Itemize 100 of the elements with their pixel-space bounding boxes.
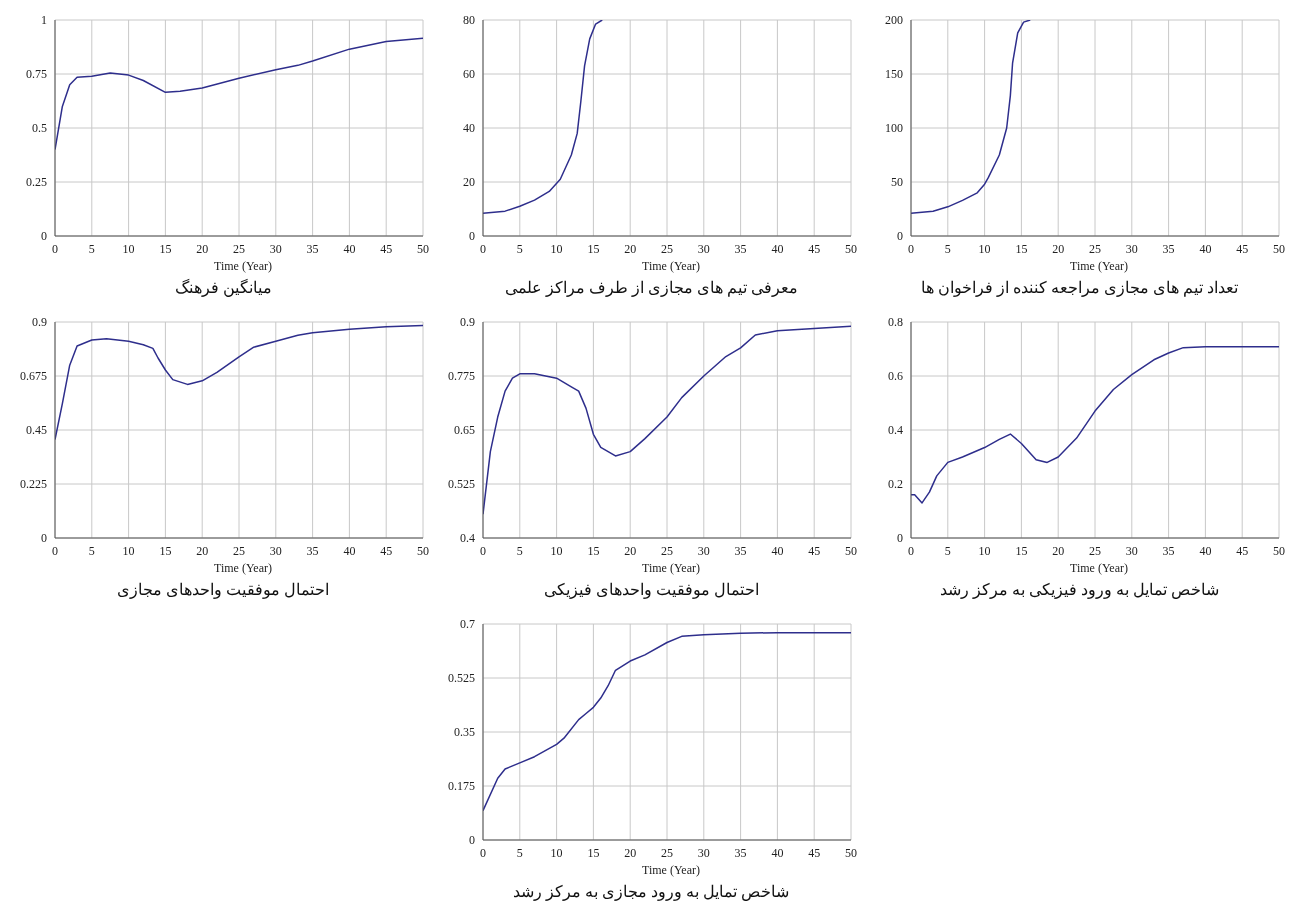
y-tick-label: 0	[41, 531, 47, 546]
y-tick-label: 0.675	[20, 369, 47, 384]
x-tick-label: 30	[1125, 543, 1138, 558]
x-tick-label: 45	[380, 241, 393, 256]
x-tick-label: 0	[480, 845, 486, 860]
x-tick-label: 20	[1052, 241, 1065, 256]
x-tick-label: 10	[550, 241, 563, 256]
x-tick-label: 50	[417, 241, 429, 256]
x-tick-label: 40	[771, 845, 784, 860]
x-tick-label: 50	[845, 241, 857, 256]
y-tick-label: 150	[885, 67, 903, 82]
x-tick-label: 20	[1052, 543, 1065, 558]
x-axis-title: Time (Year)	[1069, 258, 1128, 274]
y-tick-label: 0.225	[20, 477, 47, 492]
y-tick-label: 0.65	[454, 423, 475, 438]
x-tick-label: 10	[550, 543, 563, 558]
x-tick-label: 35	[1162, 241, 1175, 256]
y-tick-label: 200	[885, 13, 903, 28]
y-tick-label: 0.9	[460, 315, 475, 330]
x-axis-title: Time (Year)	[213, 258, 272, 274]
x-tick-label: 30	[697, 543, 710, 558]
x-axis-title: Time (Year)	[641, 258, 700, 274]
y-tick-label: 0.9	[32, 315, 47, 330]
y-tick-label: 80	[463, 13, 475, 28]
text: شاخص تمایل به ورود فیزیکی به مرکز رشد	[939, 580, 1219, 599]
x-tick-label: 45	[1236, 241, 1249, 256]
x-tick-label: 10	[122, 543, 135, 558]
x-tick-label: 35	[306, 543, 319, 558]
x-tick-label: 30	[1125, 241, 1138, 256]
y-tick-label: 0	[469, 833, 475, 848]
y-tick-label: 0.75	[26, 67, 47, 82]
text: معرفی تیم های مجازی از طرف مراکز علمی	[504, 278, 798, 297]
x-tick-label: 20	[624, 845, 637, 860]
x-tick-label: 5	[944, 543, 951, 558]
x-tick-label: 40	[771, 543, 784, 558]
y-tick-label: 0.525	[448, 671, 475, 686]
x-tick-label: 25	[661, 845, 673, 860]
x-tick-label: 15	[1015, 241, 1028, 256]
x-tick-label: 30	[269, 241, 282, 256]
x-tick-label: 25	[1089, 543, 1101, 558]
x-tick-label: 0	[480, 543, 486, 558]
x-tick-label: 20	[624, 543, 637, 558]
x-tick-label: 5	[88, 543, 95, 558]
x-axis-title: Time (Year)	[213, 560, 272, 576]
x-tick-label: 40	[1199, 241, 1212, 256]
x-tick-label: 20	[624, 241, 637, 256]
x-tick-label: 20	[196, 241, 209, 256]
x-tick-label: 30	[697, 241, 710, 256]
x-tick-label: 35	[734, 845, 747, 860]
x-tick-label: 0	[908, 241, 914, 256]
y-tick-label: 0.525	[448, 477, 475, 492]
x-tick-label: 50	[845, 543, 857, 558]
y-tick-label: 50	[891, 175, 903, 190]
text: احتمال موفقیت واحدهای فیزیکی	[543, 580, 759, 599]
x-tick-label: 50	[1273, 241, 1285, 256]
x-tick-label: 25	[1089, 241, 1101, 256]
x-tick-label: 40	[1199, 543, 1212, 558]
y-tick-label: 0.175	[448, 779, 475, 794]
y-tick-label: 20	[463, 175, 475, 190]
x-tick-label: 30	[269, 543, 282, 558]
x-tick-label: 35	[1162, 543, 1175, 558]
x-tick-label: 0	[908, 543, 914, 558]
text: تعداد تیم های مجازی مراجعه کننده از فراخوان ها	[920, 278, 1238, 297]
x-tick-label: 25	[233, 543, 245, 558]
x-tick-label: 40	[771, 241, 784, 256]
y-tick-label: 0.775	[448, 369, 475, 384]
x-tick-label: 45	[808, 845, 821, 860]
text: احتمال موفقیت واحدهای مجازی	[117, 580, 329, 599]
y-tick-label: 0.2	[888, 477, 903, 492]
y-tick-label: 0	[897, 229, 903, 244]
line-series	[911, 346, 1279, 504]
x-tick-label: 15	[159, 543, 172, 558]
y-tick-label: 0	[469, 229, 475, 244]
x-tick-label: 50	[845, 845, 857, 860]
x-tick-label: 45	[380, 543, 393, 558]
y-tick-label: 0.8	[888, 315, 903, 330]
x-tick-label: 10	[978, 241, 991, 256]
line-series	[911, 20, 1031, 215]
x-tick-label: 0	[52, 543, 58, 558]
x-tick-label: 50	[1273, 543, 1285, 558]
x-tick-label: 35	[734, 543, 747, 558]
x-tick-label: 15	[587, 241, 600, 256]
y-tick-label: 0.4	[460, 531, 475, 546]
x-tick-label: 10	[978, 543, 991, 558]
x-axis-title: Time (Year)	[641, 560, 700, 576]
y-tick-label: 60	[463, 67, 475, 82]
x-tick-label: 5	[516, 845, 523, 860]
x-tick-label: 15	[1015, 543, 1028, 558]
x-tick-label: 15	[587, 543, 600, 558]
y-tick-label: 0.35	[454, 725, 475, 740]
y-tick-label: 0.5	[32, 121, 47, 136]
y-tick-label: 0	[897, 531, 903, 546]
text: میانگین فرهنگ	[174, 278, 272, 297]
x-tick-label: 10	[550, 845, 563, 860]
y-tick-label: 40	[463, 121, 475, 136]
x-tick-label: 45	[808, 543, 821, 558]
x-tick-label: 45	[808, 241, 821, 256]
x-tick-label: 30	[697, 845, 710, 860]
x-tick-label: 5	[516, 543, 523, 558]
x-tick-label: 5	[516, 241, 523, 256]
